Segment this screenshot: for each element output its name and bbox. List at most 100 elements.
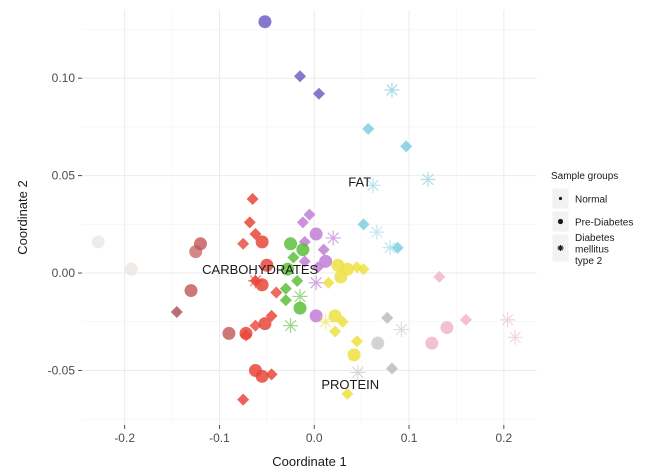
data-point-asterisk <box>318 314 334 330</box>
x-axis-title: Coordinate 1 <box>272 454 346 469</box>
data-point-diamond <box>249 319 262 332</box>
data-point-asterisk <box>283 318 299 334</box>
data-point-diamond <box>279 294 292 307</box>
data-point-circle <box>296 243 310 257</box>
data-point-asterisk <box>384 82 400 98</box>
data-point-diamond <box>287 251 300 264</box>
annotation-label: FAT <box>348 174 371 189</box>
data-point-circle <box>425 336 439 350</box>
data-point-diamond <box>336 315 349 328</box>
grid <box>82 10 537 425</box>
data-point-diamond <box>329 325 342 338</box>
data-point-diamond <box>237 393 250 406</box>
asterisk-stroke <box>501 314 514 326</box>
data-point-circle <box>258 15 272 29</box>
data-point-diamond <box>279 282 292 295</box>
legend-title: Sample groups <box>551 171 618 182</box>
data-point-asterisk <box>292 288 308 304</box>
asterisk-stroke <box>371 226 383 238</box>
data-point-diamond <box>239 329 252 342</box>
data-point-asterisk <box>382 240 398 256</box>
data-point-circle <box>184 284 198 298</box>
data-point-diamond <box>322 276 335 289</box>
data-point-circle <box>347 348 361 362</box>
data-point-diamond <box>312 87 325 100</box>
x-tick-label: 0.0 <box>306 431 323 445</box>
annotations: FAT CARBOHYDRATES PROTEIN <box>202 174 379 392</box>
data-point-asterisk <box>369 224 385 240</box>
data-point-circle <box>189 245 203 259</box>
data-point-diamond <box>357 218 370 231</box>
x-tick-label: 0.2 <box>495 431 512 445</box>
data-point-diamond <box>298 255 311 268</box>
data-point-circle <box>124 262 138 276</box>
data-points <box>91 15 523 406</box>
legend-asterisk-icon <box>557 245 564 251</box>
asterisk-stroke <box>319 316 332 328</box>
data-point-diamond <box>312 261 325 274</box>
data-point-asterisk <box>325 230 341 246</box>
y-axis-ticks: -0.05 0.00 0.05 0.10 <box>48 71 82 377</box>
data-point-diamond <box>381 311 394 324</box>
data-point-diamond <box>291 274 304 287</box>
legend-label: Diabetes <box>575 233 614 244</box>
data-point-circle <box>258 317 272 331</box>
data-point-circle <box>309 309 323 323</box>
data-point-diamond <box>391 241 404 254</box>
data-point-asterisk <box>350 364 366 380</box>
data-point-circle <box>255 235 269 249</box>
data-point-circle <box>328 309 342 323</box>
y-tick-label: 0.10 <box>52 71 76 85</box>
data-point-diamond <box>303 208 316 221</box>
data-point-circle <box>371 336 385 350</box>
asterisk-stroke <box>367 179 379 192</box>
data-point-circle <box>440 321 454 335</box>
asterisk-stroke <box>249 275 262 287</box>
data-point-diamond <box>170 305 183 318</box>
data-point-circle <box>255 369 269 383</box>
x-tick-label: -0.1 <box>209 431 230 445</box>
data-point-asterisk <box>500 312 516 328</box>
legend-label: Pre-Diabetes <box>575 218 633 229</box>
data-point-circle <box>91 235 105 249</box>
x-tick-label: 0.1 <box>401 431 418 445</box>
y-axis-title: Coordinate 2 <box>15 180 30 254</box>
data-point-asterisk <box>365 177 381 193</box>
data-point-circle <box>260 258 274 272</box>
data-point-diamond <box>246 192 259 205</box>
data-point-circle <box>293 301 307 315</box>
data-point-diamond <box>357 263 370 276</box>
data-point-asterisk <box>393 322 409 338</box>
y-tick-label: -0.05 <box>48 363 76 377</box>
data-point-diamond <box>270 286 283 299</box>
data-point-asterisk <box>308 275 324 291</box>
annotation-label: PROTEIN <box>321 377 379 392</box>
data-point-circle <box>281 262 295 276</box>
asterisk-stroke <box>284 319 297 332</box>
asterisk-stroke <box>509 331 521 344</box>
data-point-diamond <box>237 237 250 250</box>
y-tick-label: 0.05 <box>52 169 76 183</box>
asterisk-stroke <box>384 241 396 254</box>
x-tick-label: -0.2 <box>114 431 135 445</box>
legend-dot-large-icon <box>557 218 564 225</box>
data-point-diamond <box>362 122 375 135</box>
asterisk-stroke <box>294 290 306 303</box>
annotation-label: CARBOHYDRATES <box>202 262 318 277</box>
legend-label: Normal <box>575 195 607 206</box>
y-tick-label: 0.00 <box>52 266 76 280</box>
data-point-diamond <box>265 368 278 381</box>
asterisk-stroke <box>422 173 434 186</box>
x-axis-ticks: -0.2 -0.1 0.0 0.1 0.2 <box>114 425 512 445</box>
legend-label: mellitus <box>575 245 609 256</box>
asterisk-stroke <box>386 84 398 96</box>
data-point-asterisk <box>507 329 523 345</box>
asterisk-stroke <box>327 232 339 244</box>
data-point-diamond <box>341 387 354 400</box>
data-point-diamond <box>296 216 309 229</box>
legend-label: type 2 <box>575 256 603 267</box>
data-point-diamond <box>400 140 413 153</box>
asterisk-stroke <box>557 245 564 251</box>
data-point-diamond <box>350 335 363 348</box>
